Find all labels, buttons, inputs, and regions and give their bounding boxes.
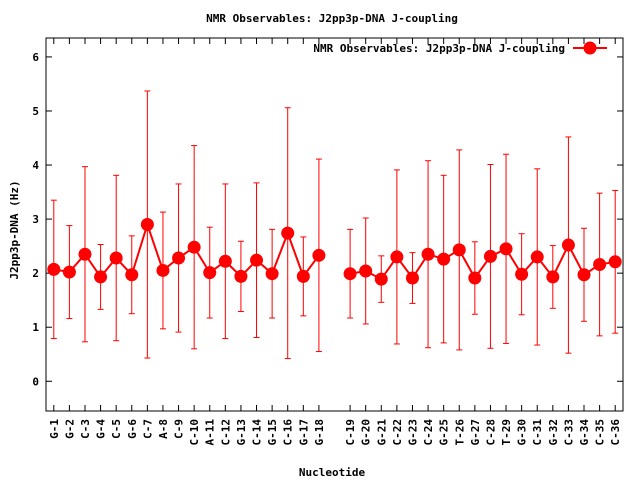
x-tick-label: C-33 bbox=[562, 419, 575, 446]
data-point bbox=[140, 218, 154, 231]
y-tick-label: 0 bbox=[32, 375, 39, 388]
data-point bbox=[530, 250, 544, 264]
data-point bbox=[62, 265, 76, 279]
data-point bbox=[608, 255, 622, 269]
x-tick-label: C-28 bbox=[484, 419, 497, 446]
series-line bbox=[349, 242, 616, 281]
data-point bbox=[250, 253, 264, 267]
legend-marker-sample bbox=[583, 41, 597, 55]
data-point bbox=[359, 264, 373, 278]
x-tick-label: C-9 bbox=[173, 419, 186, 439]
x-tick-label: G-32 bbox=[547, 419, 560, 446]
data-point bbox=[78, 247, 92, 261]
y-tick-label: 5 bbox=[32, 105, 39, 118]
data-point bbox=[125, 268, 139, 282]
data-point bbox=[218, 254, 232, 268]
x-tick-label: G-25 bbox=[438, 419, 451, 446]
x-tick-label: G-13 bbox=[235, 419, 248, 446]
x-tick-label: G-15 bbox=[266, 419, 279, 446]
x-tick-label: A-8 bbox=[157, 419, 170, 439]
legend: NMR Observables: J2pp3p-DNA J-coupling bbox=[313, 41, 607, 55]
data-point bbox=[468, 271, 482, 285]
data-point bbox=[203, 266, 217, 280]
x-tick-label: C-35 bbox=[594, 419, 607, 446]
x-tick-label: C-7 bbox=[141, 419, 154, 439]
y-axis-label: J2pp3p-DNA (Hz) bbox=[8, 180, 21, 279]
x-tick-label: C-36 bbox=[609, 419, 622, 446]
x-tick-label: C-12 bbox=[219, 419, 232, 446]
y-tick-label: 1 bbox=[32, 321, 39, 334]
x-tick-label: G-1 bbox=[48, 419, 61, 439]
x-tick-label: C-3 bbox=[79, 419, 92, 439]
chart-title: NMR Observables: J2pp3p-DNA J-coupling bbox=[206, 12, 458, 25]
x-tick-label: C-10 bbox=[188, 419, 201, 446]
data-point bbox=[421, 247, 435, 261]
data-point bbox=[577, 268, 591, 282]
x-tick-label: C-19 bbox=[344, 419, 357, 446]
x-tick-label: C-14 bbox=[251, 419, 264, 446]
data-point bbox=[452, 243, 466, 257]
x-tick-label: C-5 bbox=[110, 419, 123, 439]
data-point bbox=[109, 251, 123, 265]
data-point bbox=[593, 258, 607, 272]
y-tick-label: 6 bbox=[32, 51, 39, 64]
x-tick-label: G-20 bbox=[360, 419, 373, 446]
x-tick-label: A-11 bbox=[204, 419, 217, 446]
data-point bbox=[234, 269, 248, 283]
x-tick-label: C-24 bbox=[422, 419, 435, 446]
data-point bbox=[561, 238, 575, 252]
legend-entry-label: NMR Observables: J2pp3p-DNA J-coupling bbox=[313, 42, 565, 55]
data-point bbox=[546, 270, 560, 284]
data-point bbox=[499, 242, 513, 256]
data-point bbox=[483, 249, 497, 263]
data-point bbox=[296, 269, 310, 283]
series-line bbox=[53, 221, 320, 279]
data-point bbox=[281, 226, 295, 240]
x-tick-label: G-21 bbox=[375, 419, 388, 446]
x-tick-label: G-30 bbox=[516, 419, 529, 446]
x-tick-label: C-16 bbox=[282, 419, 295, 446]
data-point bbox=[437, 252, 451, 266]
y-tick-label: 3 bbox=[32, 213, 39, 226]
x-tick-label: G-17 bbox=[297, 419, 310, 446]
x-tick-label: G-6 bbox=[126, 419, 139, 439]
y-tick-label: 4 bbox=[32, 159, 39, 172]
data-point bbox=[156, 263, 170, 277]
data-point bbox=[265, 267, 279, 281]
data-point bbox=[343, 267, 357, 281]
x-tick-label: G-18 bbox=[313, 419, 326, 446]
x-tick-label: G-23 bbox=[406, 419, 419, 446]
data-point bbox=[390, 250, 404, 264]
x-tick-label: T-26 bbox=[453, 419, 466, 446]
data-point bbox=[312, 248, 326, 262]
data-point bbox=[515, 267, 529, 281]
x-tick-label: G-2 bbox=[63, 419, 76, 439]
x-tick-label: G-34 bbox=[578, 419, 591, 446]
data-point bbox=[172, 251, 186, 265]
x-tick-label: G-27 bbox=[469, 419, 482, 446]
x-tick-label: G-4 bbox=[95, 419, 108, 439]
x-axis-label: Nucleotide bbox=[299, 466, 366, 479]
data-point bbox=[94, 270, 108, 284]
x-tick-label: T-29 bbox=[500, 419, 513, 446]
x-tick-label: C-31 bbox=[531, 419, 544, 446]
plot-frame bbox=[45, 37, 624, 412]
x-tick-label: C-22 bbox=[391, 419, 404, 446]
data-point bbox=[405, 271, 419, 285]
plot-area: 0 1 2 3 4 5 6 G-1 G-2 C-3 G-4 C-5 G-6 C-7 A-8 C-9 C-10 A-… bbox=[32, 37, 624, 446]
data-point bbox=[47, 262, 61, 276]
data-point bbox=[187, 240, 201, 254]
y-tick-label: 2 bbox=[32, 267, 39, 280]
data-point bbox=[374, 272, 388, 286]
